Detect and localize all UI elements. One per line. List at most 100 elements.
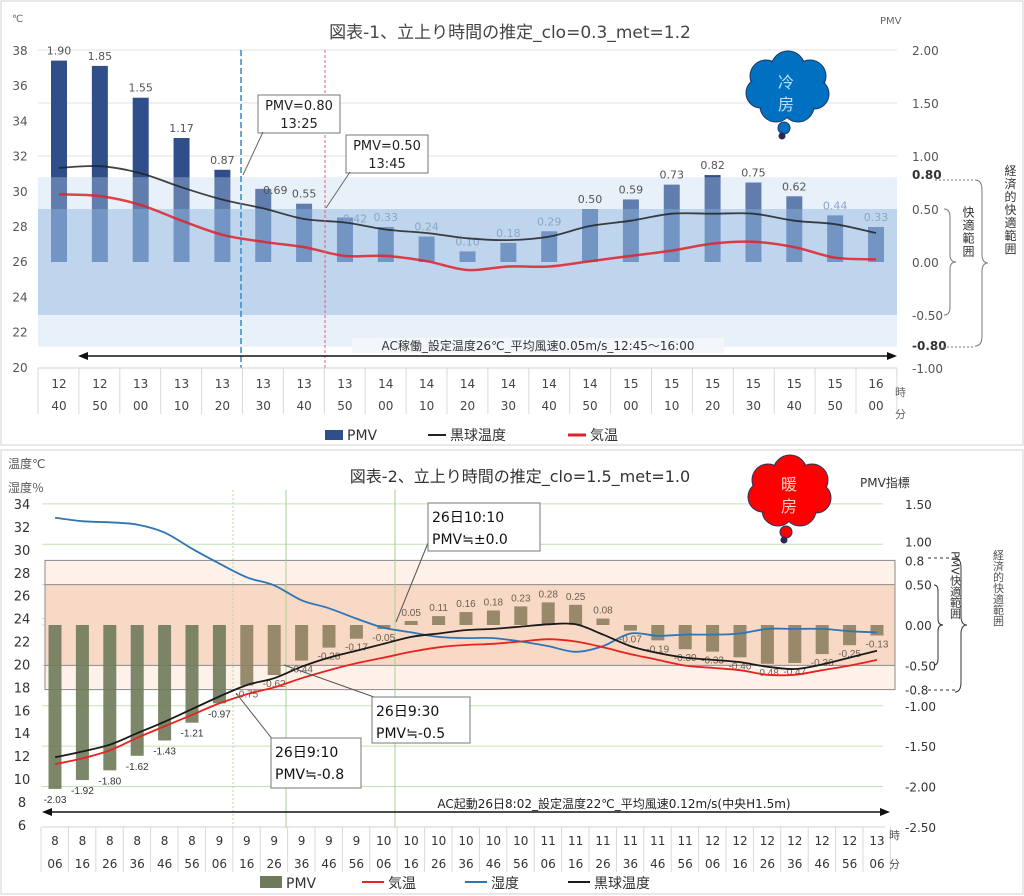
pmv-bar [514, 606, 528, 625]
pmv-bar [582, 209, 599, 262]
right-tick-label: 0.00 [912, 256, 939, 270]
x-tick-minute: 20 [215, 399, 230, 413]
x-tick-minute: 16 [568, 857, 583, 871]
pmv-data-label: 0.05 [401, 608, 421, 619]
x-tick-hour: 12 [732, 834, 747, 848]
pmv-bar [843, 625, 857, 646]
right-tick-label: 1.00 [905, 535, 932, 549]
left-tick-label: 26 [12, 255, 27, 269]
x-tick-hour: 11 [678, 834, 693, 848]
x-tick-minute: 36 [294, 857, 309, 871]
arrow-head-left [42, 808, 52, 816]
comfort-band [38, 209, 897, 315]
heating-cloud-icon [747, 454, 832, 544]
pmv-data-label: 1.85 [88, 50, 113, 63]
pmv-bar [569, 604, 583, 625]
pmv-bar [486, 610, 500, 625]
pmv-bar [212, 625, 226, 704]
x-tick-minute: 50 [828, 399, 843, 413]
x-tick-hour: 12 [842, 834, 857, 848]
chart-title: 図表-2、立上り時間の推定_clo=1.5_met=1.0 [350, 467, 690, 487]
left-tick-label: 16 [14, 704, 31, 719]
left-axis-unit: 湿度％ [8, 480, 44, 495]
x-tick-minute: 26 [102, 857, 117, 871]
x-unit-hour: 時 [895, 386, 906, 399]
annotation-text: 26日10:10 [432, 510, 504, 526]
left-tick-label: 14 [14, 727, 31, 742]
x-tick-hour: 8 [79, 834, 87, 848]
arrow-head-right [880, 808, 890, 816]
left-tick-label: 22 [14, 636, 31, 651]
right-tick-label: -1.00 [905, 700, 936, 714]
pmv-data-label: 0.29 [537, 215, 562, 228]
left-tick-label: 34 [14, 498, 31, 513]
legend-label-humidity: 湿度 [491, 876, 519, 892]
x-tick-hour: 11 [541, 834, 556, 848]
ac-note-bg [352, 338, 724, 353]
chart-1: 図表-1、立上り時間の推定_clo=0.3_met=1.2 ℃ PMV 20 22 24 2… [12, 14, 1017, 444]
x-unit-minute: 分 [895, 408, 906, 421]
ac-note: AC起動26日8:02_設定温度22℃_平均風速0.12m/s(中央H1.5m) [437, 796, 790, 811]
economic-bracket [954, 557, 968, 693]
right-tick-label: -2.50 [905, 821, 936, 835]
left-tick-label: 32 [12, 150, 27, 164]
pmv-data-label: 0.25 [566, 592, 586, 603]
x-tick-hour: 13 [215, 377, 230, 391]
x-tick-minute: 00 [868, 399, 883, 413]
x-tick-hour: 13 [256, 377, 271, 391]
pmv-bar [541, 231, 558, 262]
pmv-bar [214, 169, 231, 262]
right-tick-label: -0.80 [912, 339, 947, 353]
x-tick-minute: 56 [349, 857, 364, 871]
pmv-data-label: 0.33 [864, 211, 889, 224]
x-tick-hour: 12 [92, 377, 107, 391]
annotation-box [270, 737, 362, 789]
x-tick-minute: 30 [256, 399, 271, 413]
pmv-bar [185, 625, 199, 723]
x-tick-minute: 20 [705, 399, 720, 413]
x-tick-hour: 11 [568, 834, 583, 848]
right-tick-label: 0.80 [912, 168, 942, 182]
air-temp-line [54, 638, 878, 766]
x-tick-minute: 56 [842, 857, 857, 871]
x-tick-minute: 46 [321, 857, 336, 871]
badge-char: 暖 [781, 475, 797, 494]
pmv-bar [103, 625, 117, 771]
annotation-text: 26日9:30 [376, 704, 439, 720]
annotation-box [257, 94, 341, 134]
x-tick-hour: 15 [828, 377, 843, 391]
chart-1-frame [0, 0, 1024, 446]
x-tick-minute: 26 [760, 857, 775, 871]
legend-swatch-pmv [325, 430, 343, 440]
x-tick-minute: 36 [623, 857, 638, 871]
pmv-bar [51, 60, 67, 262]
air-temp-line [58, 193, 877, 272]
pmv-data-label: -0.44 [290, 665, 313, 676]
pmv-data-label: -0.13 [866, 639, 889, 650]
pmv-data-label: 0.62 [782, 180, 807, 193]
annotation-arrow [395, 537, 431, 623]
left-tick-label: 38 [12, 44, 27, 58]
annotation-arrow [242, 131, 264, 176]
right-tick-label: 1.00 [912, 150, 939, 164]
pmv-data-label: 1.55 [128, 82, 153, 95]
legend-swatch-pmv [260, 876, 282, 888]
pmv-bar [500, 242, 517, 262]
pmv-bar [815, 625, 829, 655]
chart-2: 図表-2、立上り時間の推定_clo=1.5_met=1.0 温度℃ 湿度％ PMV指標… [8, 454, 1005, 892]
x-tick-minute: 06 [869, 857, 884, 871]
x-tick-hour: 9 [353, 834, 361, 848]
x-tick-hour: 13 [869, 834, 884, 848]
chart-title: 図表-1、立上り時間の推定_clo=0.3_met=1.2 [329, 23, 691, 43]
pmv-data-label: -0.25 [838, 649, 861, 660]
pmv-data-label: -0.97 [208, 709, 231, 720]
pmv-bar [651, 625, 665, 641]
pmv-bar [870, 625, 884, 636]
pmv-data-label: 1.90 [47, 45, 72, 58]
pmv-data-label: 0.44 [823, 199, 848, 212]
pmv-data-label: 0.28 [538, 589, 558, 600]
x-tick-minute: 56 [678, 857, 693, 871]
left-tick-label: 18 [14, 681, 31, 696]
badge-char: 冷 [778, 73, 794, 92]
